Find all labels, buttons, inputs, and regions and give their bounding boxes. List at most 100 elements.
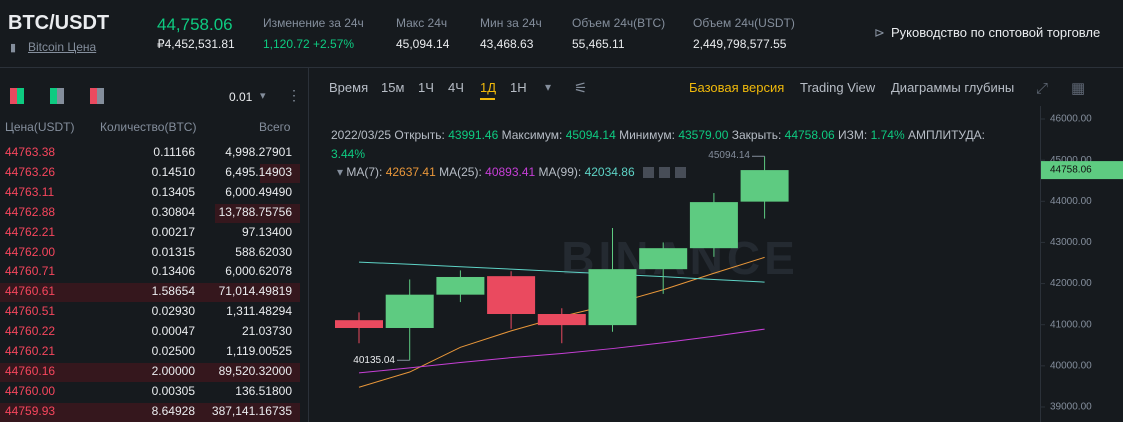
ma-value: 42637.41 <box>385 165 436 179</box>
ma-eye-button[interactable] <box>642 167 654 179</box>
legend-caret[interactable]: ▾ <box>337 165 347 179</box>
info-value: 43579.00 <box>678 128 729 142</box>
ask-total: 1,311.48294 <box>226 304 292 319</box>
ma-settings-button[interactable] <box>658 167 670 179</box>
interval-underline <box>480 98 495 100</box>
ask-qty: 0.02500 <box>151 344 195 358</box>
y-tick-label: 39000.00 <box>1050 402 1092 413</box>
candle-body <box>385 294 434 328</box>
ask-price: 44763.38 <box>5 145 56 159</box>
step[interactable]: 0.01 <box>229 90 253 104</box>
ask-qty: 0.13405 <box>151 184 195 199</box>
last-price-label: 44758.06 <box>1050 165 1092 176</box>
last-price: 44,758.06 <box>157 15 233 34</box>
ma-close-button[interactable] <box>674 167 686 179</box>
ask-price: 44763.26 <box>5 164 56 179</box>
stat-value: 2,449,798,577.55 <box>693 37 787 51</box>
candle-body <box>335 320 383 328</box>
y-tick-label: 41000.00 <box>1050 319 1092 330</box>
interval[interactable]: 4Ч <box>448 80 464 95</box>
step-caret[interactable]: ▾ <box>260 90 266 102</box>
info-value: 44758.06 <box>784 128 835 142</box>
ask-total: 6,495.14903 <box>225 164 292 179</box>
menu[interactable]: ⋮ <box>287 87 301 103</box>
ask-total: 6,000.62078 <box>225 264 292 279</box>
view-tab[interactable]: Диаграммы глубины <box>891 80 1015 95</box>
y-tick-label: 44000.00 <box>1050 196 1092 207</box>
ask-price: 44759.93 <box>5 403 56 418</box>
ask-price: 44760.61 <box>5 284 56 299</box>
candle-body <box>588 269 637 326</box>
subtitle-link[interactable]: Bitcoin Цена <box>28 40 97 54</box>
interval[interactable]: 1Н <box>510 80 527 95</box>
ask-qty: 0.02930 <box>151 304 195 319</box>
stat-label: Изменение за 24ч <box>263 16 364 30</box>
last-price-tag <box>1041 161 1123 180</box>
interval[interactable]: 15м <box>381 80 405 95</box>
ask-price: 44760.71 <box>5 264 56 279</box>
candle-body <box>639 248 688 270</box>
ask-qty: 0.00047 <box>151 324 195 339</box>
guide-link[interactable]: Руководство по спотовой торговле <box>891 25 1101 40</box>
ask-price: 44762.00 <box>5 244 56 259</box>
depth-bar <box>259 163 300 183</box>
ask-qty: 0.14510 <box>151 164 195 179</box>
ask-qty: 0.30804 <box>151 204 195 219</box>
interval[interactable]: 1Ч <box>418 80 434 95</box>
ask-total: 4,998.27901 <box>225 145 292 159</box>
ask-price: 44762.21 <box>5 224 56 239</box>
low-marker: 40135.04 <box>353 355 395 366</box>
settings-icon[interactable]: ⚟ <box>574 80 588 97</box>
price-axis-bg <box>1040 106 1123 422</box>
ask-price: 44762.88 <box>5 204 56 219</box>
ma-line <box>358 261 765 283</box>
view-tab[interactable]: Базовая версия <box>689 80 785 95</box>
ask-qty: 8.64928 <box>151 403 195 418</box>
ask-qty: 2.00000 <box>151 363 195 378</box>
ask-total: 97.13400 <box>241 224 292 239</box>
ma-name: MA(25): <box>439 165 482 179</box>
ma-name: MA(99): <box>538 165 582 179</box>
ma-value: 42034.86 <box>584 165 635 179</box>
stat-label: Макс 24ч <box>396 16 448 30</box>
candle-body <box>436 276 485 295</box>
y-tick-label: 46000.00 <box>1050 114 1092 125</box>
book-view-sell[interactable] <box>90 88 104 104</box>
interval[interactable]: 1Д <box>480 80 497 95</box>
candle-body <box>537 314 586 326</box>
ask-qty: 0.13406 <box>151 264 195 279</box>
y-tick-label: 40000.00 <box>1050 360 1092 371</box>
stat-label: Объем 24ч(BTC) <box>572 16 666 30</box>
info-label: Минимум: <box>619 128 675 142</box>
ask-price: 44763.11 <box>5 184 55 199</box>
book-view-buy[interactable] <box>50 88 64 104</box>
ask-price: 44760.21 <box>5 344 56 358</box>
info-value: 3.44% <box>331 147 366 161</box>
ask-total: 89,520.32000 <box>218 363 292 378</box>
ask-qty: 0.00305 <box>151 383 195 398</box>
ma-value: 40893.41 <box>485 165 536 179</box>
info-label: Открыть: <box>394 128 445 142</box>
stat-label: Объем 24ч(USDT) <box>693 16 795 30</box>
more-caret[interactable]: ▾ <box>545 80 552 94</box>
info-label: Максимум: <box>501 128 563 142</box>
ask-price: 44760.22 <box>5 324 56 339</box>
candle-body <box>740 170 789 202</box>
ask-qty: 0.11166 <box>153 145 195 159</box>
ask-price: 44760.00 <box>5 383 56 398</box>
stat-value: 55,465.11 <box>572 37 625 51</box>
ask-total: 387,141.16735 <box>211 403 292 418</box>
layout-icon[interactable]: ▦ <box>1071 80 1086 97</box>
pair: BTC/USDT <box>8 12 110 34</box>
info-label: ИЗМ: <box>838 128 868 142</box>
fullscreen-icon[interactable]: ⤢ <box>1036 80 1049 97</box>
view-tab[interactable]: Trading View <box>800 80 876 95</box>
candle-body <box>689 202 738 249</box>
price-rub: ₽4,452,531.81 <box>157 37 235 51</box>
book-view-both[interactable] <box>10 88 24 104</box>
ask-qty: 1.58654 <box>151 284 195 299</box>
ask-price: 44760.51 <box>5 304 56 319</box>
y-tick-label: 45000.00 <box>1050 155 1092 166</box>
depth-bar <box>0 362 300 382</box>
date: 2022/03/25 <box>331 128 392 142</box>
